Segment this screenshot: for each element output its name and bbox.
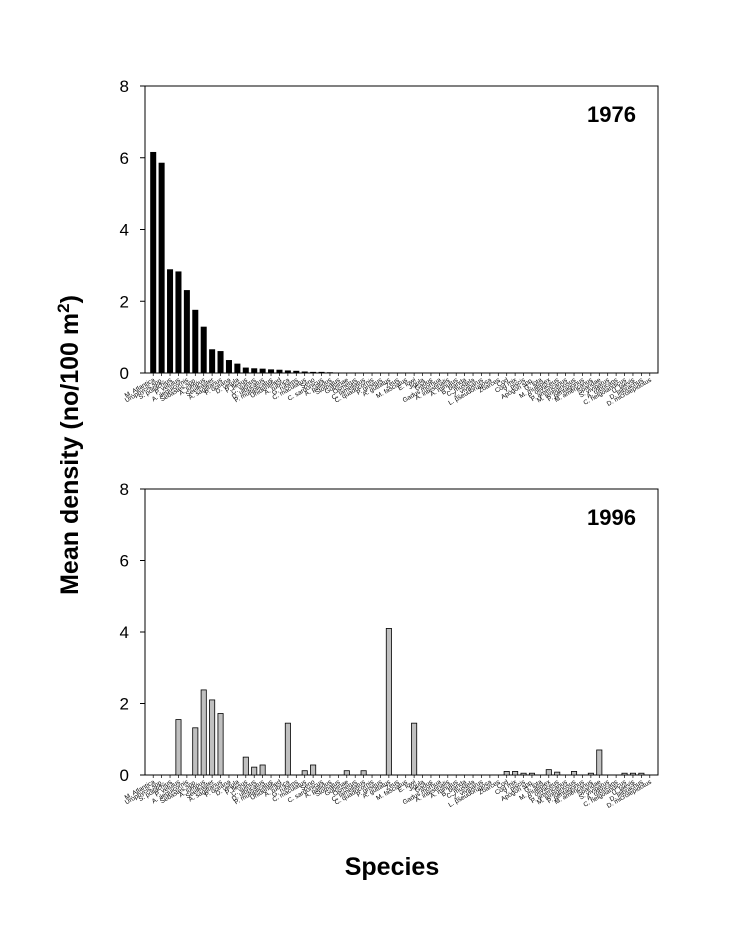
bottom-bar	[571, 771, 578, 776]
bottom-bar	[343, 770, 350, 776]
top-bar	[301, 371, 308, 374]
bottom-bar	[259, 764, 266, 776]
top-bar	[158, 162, 165, 374]
top-bar	[200, 326, 207, 374]
top-y-tick-label: 0	[120, 364, 129, 383]
top-y-tick-label: 6	[120, 149, 129, 168]
bottom-bar	[411, 722, 418, 776]
top-bar	[167, 269, 174, 374]
bottom-y-tick-label: 8	[120, 480, 129, 499]
top-bar	[318, 371, 325, 374]
bottom-bar	[621, 772, 628, 776]
top-bar	[192, 309, 199, 374]
bottom-bar	[310, 764, 317, 776]
bottom-bar	[217, 713, 224, 776]
top-bar	[209, 349, 216, 374]
top-bar	[310, 371, 317, 374]
top-bar	[225, 360, 232, 374]
bottom-bar	[385, 628, 392, 776]
bottom-y-tick-label: 2	[120, 695, 129, 714]
bottom-bar	[528, 772, 535, 776]
top-bar	[150, 151, 157, 374]
top-y-tick-label: 4	[120, 221, 129, 240]
top-bar	[284, 370, 291, 374]
y-axis-title: Mean density (no/100 m2)	[54, 295, 85, 595]
top-bar	[183, 290, 190, 374]
x-axis-title: Species	[345, 853, 440, 881]
y-axis-title-text: Mean density (no/100 m	[56, 313, 84, 595]
top-bar	[217, 351, 224, 374]
bottom-bar	[512, 771, 519, 776]
bottom-y-tick-label: 0	[120, 766, 129, 785]
bottom-bar	[587, 772, 594, 776]
top-panel-label: 1976	[587, 102, 636, 127]
top-bar	[251, 368, 258, 374]
top-y-tick-label: 2	[120, 292, 129, 311]
top-bar	[293, 370, 300, 374]
bottom-bar	[596, 749, 603, 776]
bottom-bar	[251, 766, 258, 776]
bottom-panel-label: 1996	[587, 505, 636, 530]
bottom-bar	[284, 722, 291, 776]
bottom-bar	[209, 699, 216, 776]
bottom-bar	[638, 772, 645, 776]
top-bar	[259, 368, 266, 374]
bottom-bar	[520, 772, 527, 776]
bottom-bar	[503, 771, 510, 776]
y-axis-title-superscript: 2	[54, 303, 73, 312]
top-bar	[276, 369, 283, 374]
bottom-bar	[301, 770, 308, 776]
y-axis-title-close: )	[56, 295, 84, 303]
bottom-bar	[554, 771, 561, 776]
bottom-bar	[360, 770, 367, 776]
bottom-bar	[200, 689, 207, 776]
top-y-tick-label: 8	[120, 77, 129, 96]
top-plot-frame	[144, 85, 659, 374]
top-bar	[242, 367, 249, 374]
top-bar	[234, 363, 241, 374]
bottom-bar	[242, 756, 249, 776]
bottom-y-tick-label: 4	[120, 623, 129, 642]
bottom-bar	[545, 769, 552, 776]
top-bar	[268, 369, 275, 374]
bottom-bar	[175, 719, 182, 776]
top-bar	[175, 271, 182, 374]
bottom-bar	[192, 727, 199, 776]
bottom-y-tick-label: 6	[120, 552, 129, 571]
bottom-bar	[629, 772, 636, 776]
